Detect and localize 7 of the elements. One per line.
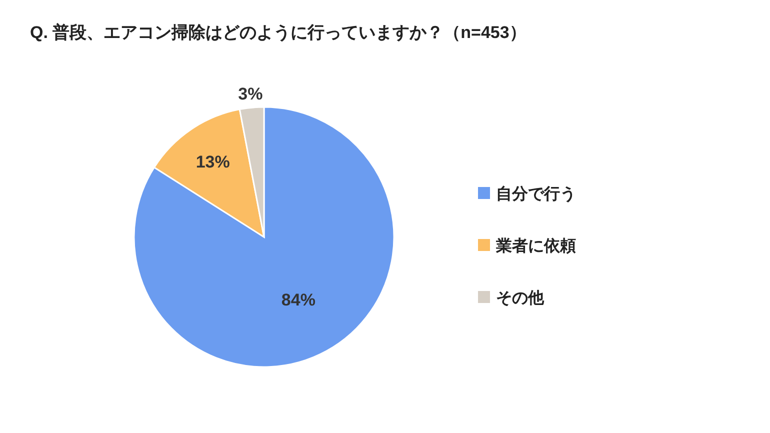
legend-label: 自分で行う — [496, 185, 576, 203]
chart-title: Q. 普段、エアコン掃除はどのように行っていますか？（n=453） — [30, 22, 526, 42]
data-label: 13% — [196, 152, 230, 172]
data-label: 3% — [238, 84, 263, 104]
data-label: 84% — [281, 290, 316, 310]
legend-label: その他 — [496, 289, 545, 307]
legend-label: 業者に依頼 — [495, 237, 576, 255]
